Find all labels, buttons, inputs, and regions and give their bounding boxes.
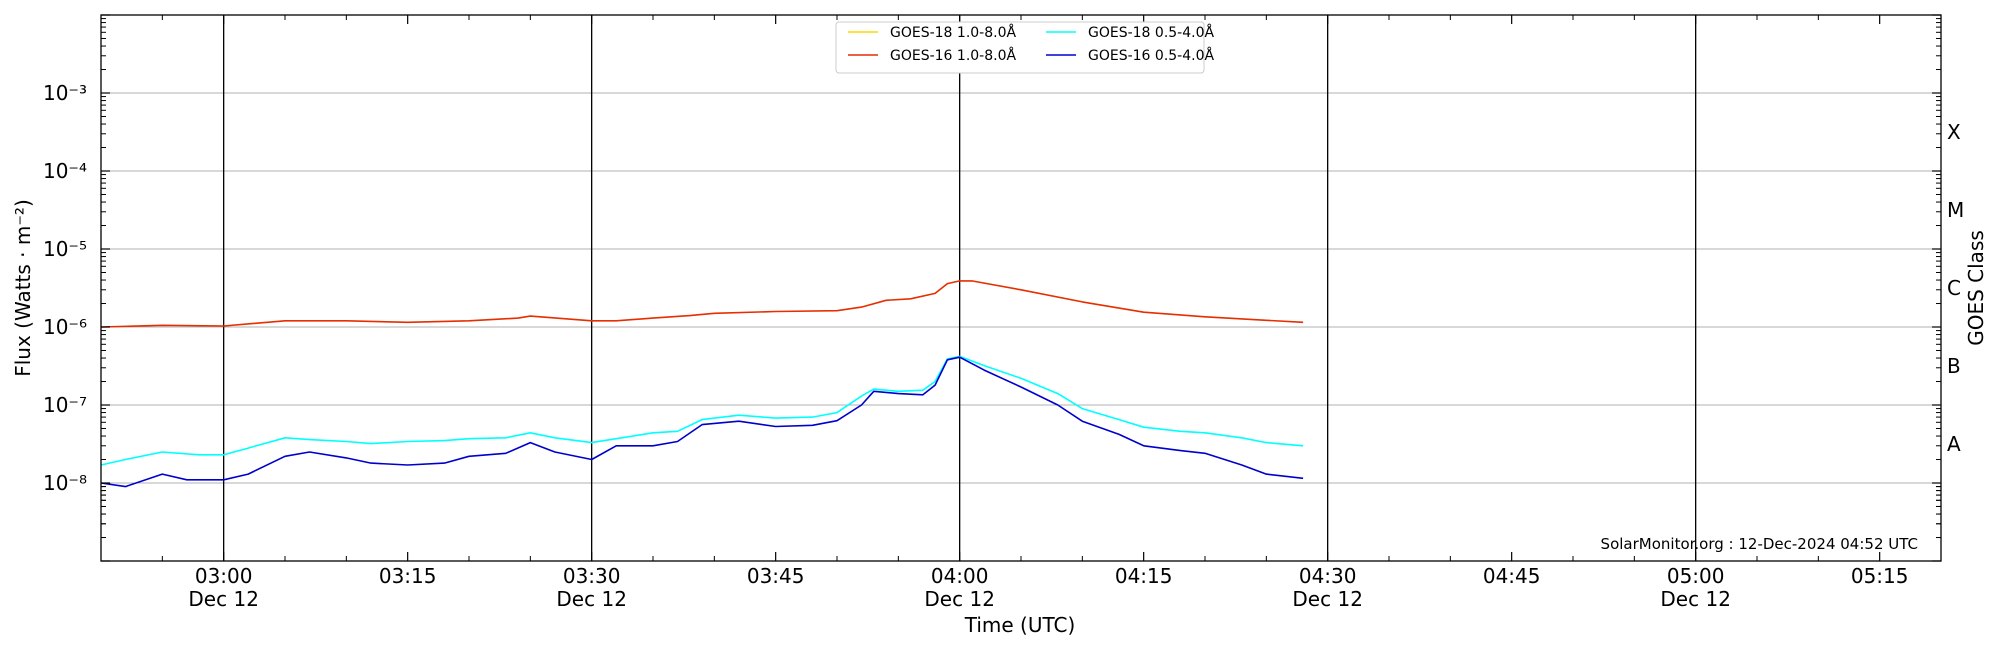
vertical-day-lines <box>223 15 1697 561</box>
series-layer <box>100 280 1304 488</box>
goes-class-label: C <box>1947 276 1961 300</box>
x-tick-label: 03:45 <box>747 564 805 588</box>
y-tick-label: 10⁻³ <box>43 81 87 105</box>
series-line-3 <box>100 356 1304 488</box>
x-tick-sublabel: Dec 12 <box>924 587 995 611</box>
x-tick-sublabel: Dec 12 <box>556 587 627 611</box>
x-tick-label: 05:00 <box>1667 564 1725 588</box>
y-tick-labels: 10⁻⁸ 10⁻⁷ 10⁻⁶ 10⁻⁵ 10⁻⁴ 10⁻³ <box>43 81 87 495</box>
x-tick-label: 04:00 <box>931 564 989 588</box>
goes-class-label: A <box>1947 432 1961 456</box>
legend-label-0: GOES-18 1.0-8.0Å <box>890 24 1016 41</box>
right-axis-title: GOES Class <box>1964 230 1988 346</box>
x-tick-label: 03:15 <box>379 564 437 588</box>
x-tick-sublabel: Dec 12 <box>1292 587 1363 611</box>
y-axis-title: Flux (Watts · m⁻²) <box>11 199 35 377</box>
legend-items: GOES-18 1.0-8.0Å GOES-16 1.0-8.0Å GOES-18 … <box>848 24 1214 64</box>
legend: GOES-18 1.0-8.0Å GOES-16 1.0-8.0Å GOES-18 … <box>835 21 1214 74</box>
tick-layer <box>100 14 1942 562</box>
goes-class-label: M <box>1947 198 1964 222</box>
series-line-2 <box>100 355 1304 466</box>
legend-label-2: GOES-18 0.5-4.0Å <box>1088 24 1214 41</box>
y-tick-label: 10⁻⁶ <box>43 315 87 339</box>
goes-class-labels: A B C M X <box>1947 120 1964 456</box>
goes-class-label: B <box>1947 354 1961 378</box>
legend-label-1: GOES-16 1.0-8.0Å <box>890 47 1016 64</box>
goes-class-label: X <box>1947 120 1961 144</box>
x-tick-label: 03:30 <box>563 564 621 588</box>
y-tick-label: 10⁻⁷ <box>43 393 87 417</box>
plot-frame <box>100 14 1942 562</box>
x-tick-label: 04:45 <box>1483 564 1541 588</box>
credit-text: SolarMonitor.org : 12-Dec-2024 04:52 UTC <box>1601 535 1918 553</box>
x-tick-sublabel: Dec 12 <box>1660 587 1731 611</box>
legend-label-3: GOES-16 0.5-4.0Å <box>1088 47 1214 64</box>
y-tick-label: 10⁻⁵ <box>43 237 87 261</box>
series-line-1 <box>100 280 1304 328</box>
x-tick-label: 04:15 <box>1115 564 1173 588</box>
x-tick-sublabel: Dec 12 <box>188 587 259 611</box>
x-axis-title: Time (UTC) <box>964 613 1076 637</box>
grid-layer <box>101 92 1941 484</box>
x-tick-label: 05:15 <box>1851 564 1909 588</box>
legend-box <box>835 21 1205 74</box>
x-tick-label: 04:30 <box>1299 564 1357 588</box>
y-tick-label: 10⁻⁴ <box>43 159 87 183</box>
x-tick-label: 03:00 <box>195 564 253 588</box>
y-tick-label: 10⁻⁸ <box>43 471 87 495</box>
